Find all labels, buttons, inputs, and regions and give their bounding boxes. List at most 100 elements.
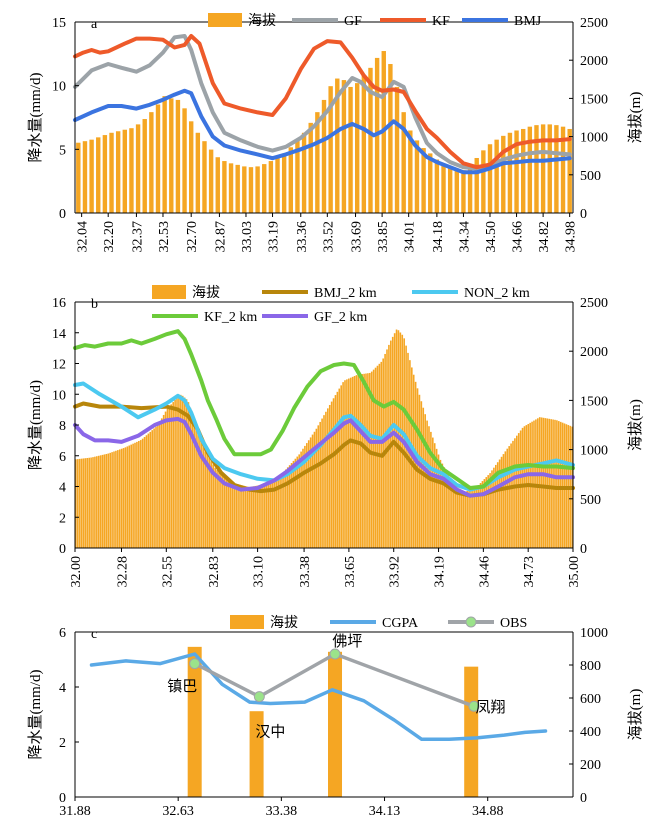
elevation-bar (502, 454, 505, 548)
elevation-bar (401, 112, 406, 213)
elevation-bar (218, 471, 220, 548)
elevation-bar (199, 436, 201, 548)
elevation-bar (487, 144, 493, 213)
elevation-bar (82, 141, 88, 213)
elevation-bar (220, 473, 222, 548)
elevation-bar (361, 374, 363, 548)
elevation-bar (477, 485, 480, 548)
elevation-bar (495, 464, 497, 548)
elevation-bar (182, 108, 187, 213)
elevation-bar (309, 437, 312, 548)
elevation-bar (510, 443, 512, 548)
elevation-bar (235, 164, 240, 213)
elevation-bar (195, 132, 201, 213)
elevation-bar (479, 483, 482, 548)
elevation-bar (174, 399, 176, 548)
elevation-bar (306, 443, 308, 548)
left-tick-label: 2 (59, 736, 66, 751)
x-tick-label: 34.66 (511, 221, 526, 253)
elevation-bar (341, 80, 347, 213)
x-tick-label: 33.36 (295, 221, 310, 253)
elevation-bar (265, 483, 268, 548)
elevation-bar (117, 450, 119, 548)
elevation-bar (540, 124, 546, 213)
elevation-bar (166, 408, 169, 548)
elevation-bar (304, 445, 306, 548)
elevation-bar (327, 408, 329, 548)
elevation-bar (155, 104, 161, 213)
elevation-bar (534, 125, 539, 213)
elevation-bar (135, 124, 141, 213)
elevation-bar (233, 483, 236, 548)
elevation-bar (262, 484, 264, 548)
elevation-bar (122, 129, 127, 213)
elevation-bar (175, 99, 181, 213)
elevation-bar (296, 456, 299, 548)
elevation-bar (357, 374, 360, 548)
elevation-bar (336, 391, 339, 548)
elevation-bar (554, 419, 556, 548)
elevation-bar (428, 426, 430, 548)
elevation-bar (96, 137, 101, 213)
elevation-bar (491, 470, 493, 548)
elevation-bar (464, 666, 479, 797)
legend-swatch-elevation (230, 615, 264, 629)
right-tick-label: 0 (580, 542, 587, 557)
right-tick-label: 1500 (580, 92, 608, 107)
left-axis-title: 降水量(mm/d) (27, 380, 44, 470)
elevation-bar (275, 477, 278, 548)
x-tick-label: 34.73 (522, 556, 537, 588)
elevation-bar (334, 395, 337, 548)
elevation-bar (433, 443, 436, 548)
elevation-bar (426, 420, 428, 548)
elevation-bar (109, 132, 114, 213)
elevation-bar (454, 486, 457, 548)
series-line-kf (73, 34, 572, 170)
elevation-bar (487, 475, 489, 548)
elevation-bar (328, 86, 333, 213)
elevation-bar (332, 398, 335, 548)
x-tick-label: 32.20 (102, 221, 117, 253)
x-tick-label: 34.13 (369, 804, 401, 819)
elevation-bar (453, 485, 455, 548)
legend-label: BMJ_2 km (314, 286, 377, 301)
elevation-bar (201, 441, 203, 548)
elevation-bar (249, 711, 264, 797)
elevation-bar (147, 433, 150, 548)
elevation-bar (281, 473, 283, 548)
elevation-bar (458, 488, 461, 548)
elevation-bar (370, 371, 373, 548)
elevation-bar (552, 419, 554, 548)
elevation-bar (283, 471, 285, 548)
elevation-bar (246, 486, 249, 548)
elevation-bar (504, 451, 507, 548)
station-label: 佛坪 (332, 633, 362, 650)
elevation-bar (264, 484, 266, 548)
right-tick-label: 500 (580, 169, 601, 184)
legend-label: NON_2 km (464, 286, 530, 301)
elevation-bar (323, 415, 325, 548)
elevation-bar (113, 451, 115, 548)
elevation-bar (467, 167, 473, 213)
elevation-bar (538, 417, 541, 548)
elevation-bar (191, 413, 194, 548)
elevation-bar (206, 454, 209, 548)
x-tick-label: 32.37 (130, 221, 145, 253)
right-tick-label: 200 (580, 758, 601, 773)
elevation-bar (560, 126, 566, 213)
obs-marker (468, 700, 480, 712)
elevation-bar (535, 419, 537, 548)
elevation-bar (546, 418, 549, 548)
obs-marker (329, 648, 341, 660)
elevation-bar (567, 128, 572, 213)
elevation-bar (277, 476, 279, 548)
elevation-bar (285, 469, 287, 548)
left-axis-title: 降水量(mm/d) (27, 670, 44, 760)
elevation-bar (102, 135, 108, 213)
x-tick-label: 31.88 (59, 804, 91, 819)
elevation-bar (561, 422, 564, 548)
elevation-bar (363, 373, 365, 548)
x-tick-label: 33.92 (388, 556, 403, 588)
elevation-bar (540, 417, 543, 548)
elevation-bar (223, 476, 226, 548)
